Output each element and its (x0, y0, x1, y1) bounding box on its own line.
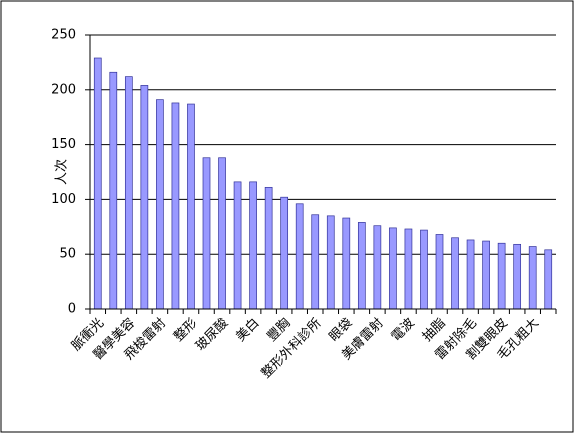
bar (280, 196, 289, 310)
bar (233, 181, 242, 310)
bar (109, 71, 118, 310)
bar (544, 249, 553, 310)
bar (466, 239, 475, 310)
y-tick-label: 50 (59, 247, 76, 262)
bar (171, 102, 180, 310)
bar (528, 246, 537, 310)
bar (326, 215, 335, 310)
bar (404, 228, 413, 310)
y-tick-label: 100 (51, 192, 76, 207)
y-tick-label: 0 (68, 302, 76, 317)
y-tick-label: 150 (51, 137, 76, 152)
bar (513, 243, 522, 310)
bar (357, 222, 366, 310)
y-tick-label: 200 (51, 82, 76, 97)
bar (187, 103, 195, 310)
bar (420, 229, 428, 310)
bar (156, 99, 164, 310)
bar (264, 186, 273, 310)
bar (497, 242, 506, 310)
bar (93, 57, 102, 310)
bar (124, 76, 133, 310)
bar (389, 227, 397, 310)
bar (342, 217, 351, 310)
bar (202, 157, 211, 310)
bar (295, 203, 304, 310)
bar (249, 181, 257, 310)
bar (218, 157, 226, 310)
bar (140, 85, 149, 310)
y-tick-label: 250 (51, 28, 76, 43)
bar (311, 214, 320, 310)
bar (435, 234, 444, 310)
bar (451, 237, 459, 310)
bar (373, 225, 382, 310)
y-axis-label: 人次 (54, 159, 70, 185)
bar (482, 240, 490, 310)
